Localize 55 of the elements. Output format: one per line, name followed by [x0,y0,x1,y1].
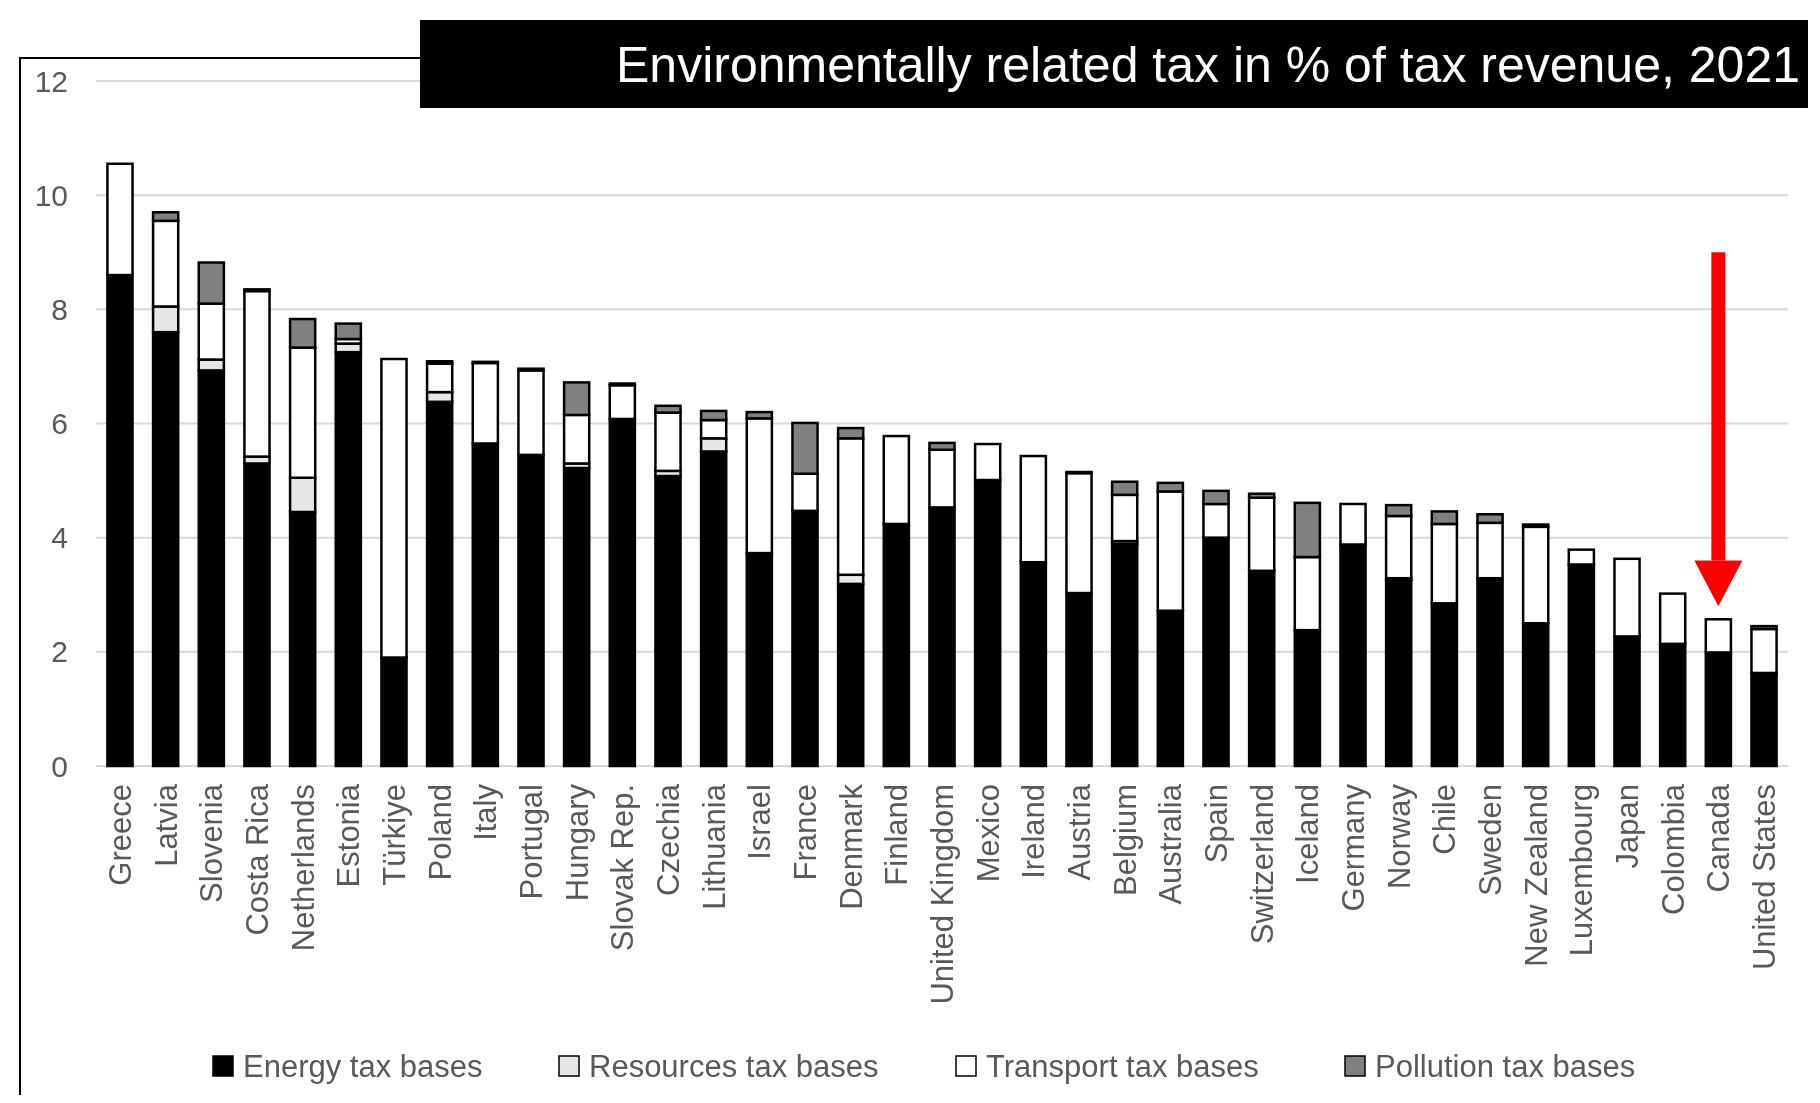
bar [1384,579,1413,768]
x-tick-label: Italy [468,783,504,841]
x-tick-label: Poland [422,784,458,881]
legend-label: Pollution tax bases [1375,1048,1636,1084]
bar [243,462,271,768]
x-tick-label: Luxembourg [1564,784,1600,957]
x-tick-label: France [787,784,823,881]
x-tick-label: Japan [1609,784,1645,869]
y-tick-label: 8 [51,292,68,326]
x-tick-label: Slovak Rep. [605,784,641,952]
x-tick-label: Hungary [559,783,595,902]
x-tick-label: United States [1746,784,1782,971]
y-tick-label: 0 [51,749,68,783]
x-tick-label: Ireland [1016,784,1052,879]
chart-title: Environmentally related tax in % of tax revenue, 2021 [615,36,1800,93]
x-tick-label: Switzerland [1244,784,1280,945]
y-tick-label: 12 [34,64,68,98]
bar [334,322,363,341]
x-tick-label: Estonia [331,783,367,888]
legend-label: Transport tax bases [986,1048,1259,1084]
x-tick-label: Finland [879,784,915,886]
x-tick-label: Austria [1061,783,1097,881]
x-tick-label: Spain [1198,784,1234,864]
bar [1110,542,1139,768]
bar [654,474,682,768]
x-tick-label: Denmark [833,783,869,910]
x-tick-label: Canada [1701,783,1737,893]
x-tick-label: Colombia [1655,783,1691,915]
x-tick-label: Iceland [1290,784,1326,884]
x-tick-label: Türkiye [376,784,412,886]
x-tick-label: Lithuania [696,783,732,910]
x-tick-label: Netherlands [285,784,321,952]
y-tick-label: 2 [51,635,68,669]
x-tick-label: Latvia [148,783,184,867]
x-tick-label: Israel [742,784,778,860]
bar [562,466,591,768]
x-tick-label: United Kingdom [924,784,960,1005]
x-tick-label: Slovenia [194,783,230,903]
x-tick-label: Germany [1335,783,1371,912]
x-tick-label: Portugal [513,784,549,900]
x-tick-label: Mexico [970,784,1006,883]
x-tick-label: Chile [1427,784,1463,855]
x-tick-label: Belgium [1107,784,1143,896]
y-tick-label: 6 [51,407,68,440]
legend-label: Resources tax bases [589,1048,879,1084]
x-tick-label: Greece [102,784,138,886]
x-tick-label: New Zealand [1518,784,1554,967]
legend-label: Energy tax bases [243,1048,483,1084]
x-tick-label: Costa Rica [239,783,275,936]
x-tick-label: Australia [1153,783,1189,905]
x-tick-label: Czechia [650,783,686,896]
y-tick-label: 4 [51,521,68,555]
x-tick-label: Norway [1381,783,1417,890]
y-tick-label: 10 [34,178,68,212]
x-tick-label: Sweden [1472,784,1508,897]
